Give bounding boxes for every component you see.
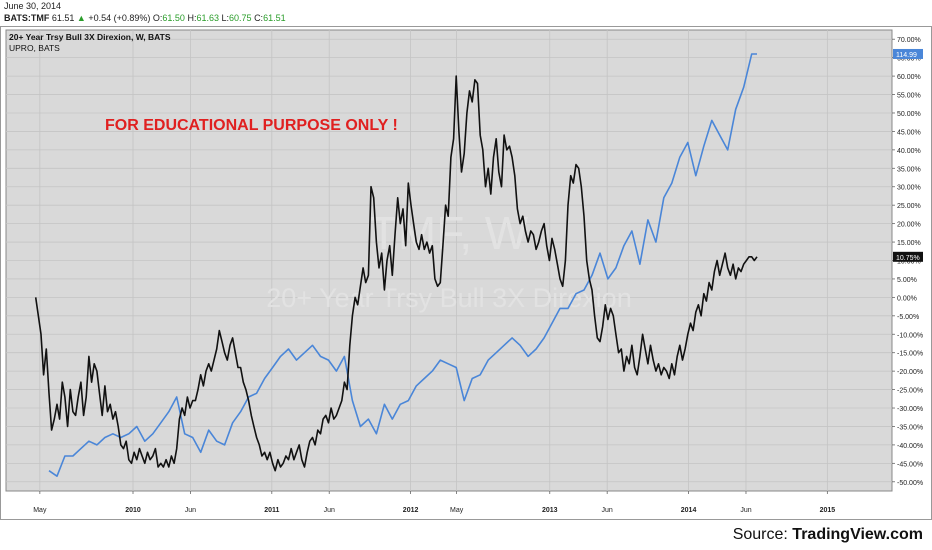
high-value: 61.63 [196, 13, 219, 23]
price-change: +0.54 (+0.89%) [88, 13, 151, 23]
x-tick-label: Jun [185, 507, 196, 514]
chart-date: June 30, 2014 [4, 1, 62, 11]
y-tick-label: 60.00% [897, 74, 921, 81]
last-value-tag-tmf: 10.75% [893, 251, 923, 262]
x-tick-label: 2015 [820, 507, 836, 514]
x-tick-label: Jun [324, 507, 335, 514]
y-tick-label: 40.00% [897, 148, 921, 155]
last-value-box [893, 48, 923, 59]
x-tick-label: 2010 [125, 507, 141, 514]
x-tick-label: Jun [602, 507, 613, 514]
y-tick-label: -50.00% [897, 480, 923, 487]
y-tick-label: -30.00% [897, 406, 923, 413]
quote-line: BATS:TMF 61.51 ▲ +0.54 (+0.89%) O:61.50 … [4, 13, 286, 23]
y-tick-label: -25.00% [897, 388, 923, 395]
y-tick-label: 10.00% [897, 259, 921, 266]
y-tick-label: 70.00% [897, 37, 921, 44]
last-value-box [893, 251, 923, 262]
source-prefix: Source: [732, 526, 793, 543]
watermark: TMF, W 20+ Year Trsy Bull 3X Direxion [266, 207, 631, 313]
last-price: 61.51 [51, 13, 75, 23]
x-axis: May 2010 Jun 2011 Jun 2012 May 2013 Jun 2014 Jun 20… [33, 491, 835, 514]
source-credit: Source: TradingView.com [733, 526, 923, 544]
y-tick-label: 0.00% [897, 295, 917, 302]
y-tick-label: 55.00% [897, 93, 921, 100]
y-tick-label: -15.00% [897, 351, 923, 358]
x-tick-label: Jun [740, 507, 751, 514]
last-value-labels: 114.99 10.75% [893, 48, 923, 262]
x-tick-label: 2014 [681, 507, 697, 514]
y-tick-label: 35.00% [897, 166, 921, 173]
source-brand[interactable]: TradingView.com [792, 526, 923, 543]
series-line-upro [48, 53, 757, 477]
y-tick-label: 50.00% [897, 111, 921, 118]
series-line-tmf [34, 75, 758, 472]
y-tick-label: -35.00% [897, 424, 923, 431]
open-label: O: [152, 13, 163, 23]
x-tick-label: 2011 [264, 507, 279, 514]
y-tick-label: 25.00% [897, 203, 921, 210]
last-value-text: 10.75% [896, 255, 920, 262]
y-tick-label: 15.00% [897, 240, 921, 247]
y-tick-label: 45.00% [897, 129, 921, 136]
y-tick-label: 20.00% [897, 222, 921, 229]
high-label: H: [187, 13, 197, 23]
symbol-label: BATS:TMF [4, 13, 50, 23]
educational-annotation: FOR EDUCATIONAL PURPOSE ONLY ! [105, 117, 398, 134]
y-axis: 70.00% 65.00% 60.00% 55.00% 50.00% 45.00% 40.0… [892, 37, 923, 487]
y-tick-label: 30.00% [897, 185, 921, 192]
y-tick-label: -20.00% [897, 369, 923, 376]
low-value: 60.75 [229, 13, 252, 23]
y-tick-label: -10.00% [897, 332, 923, 339]
up-arrow-icon: ▲ [76, 13, 86, 23]
close-label: C: [254, 13, 264, 23]
y-tick-label: -45.00% [897, 461, 923, 468]
x-tick-label: May [33, 507, 47, 514]
last-value-text: 114.99 [896, 52, 917, 59]
series-lines [34, 53, 758, 477]
low-label: L: [221, 13, 230, 23]
y-tick-label: -40.00% [897, 443, 923, 450]
last-value-tag-upro: 114.99 [893, 48, 923, 59]
open-value: 61.50 [162, 13, 185, 23]
x-tick-label: 2013 [542, 507, 558, 514]
y-tick-label: 65.00% [897, 56, 921, 63]
chart-title: 20+ Year Trsy Bull 3X Direxion, W, BATS [9, 32, 171, 42]
x-tick-label: 2012 [403, 507, 419, 514]
chart-subtitle: UPRO, BATS [9, 43, 60, 53]
x-tick-label: May [450, 507, 464, 514]
y-tick-label: 5.00% [897, 277, 917, 284]
price-chart[interactable]: TMF, W 20+ Year Trsy Bull 3X Direxion 20… [0, 26, 932, 520]
close-value: 61.51 [263, 13, 286, 23]
y-tick-label: -5.00% [897, 314, 919, 321]
watermark-name: 20+ Year Trsy Bull 3X Direxion [266, 283, 631, 313]
